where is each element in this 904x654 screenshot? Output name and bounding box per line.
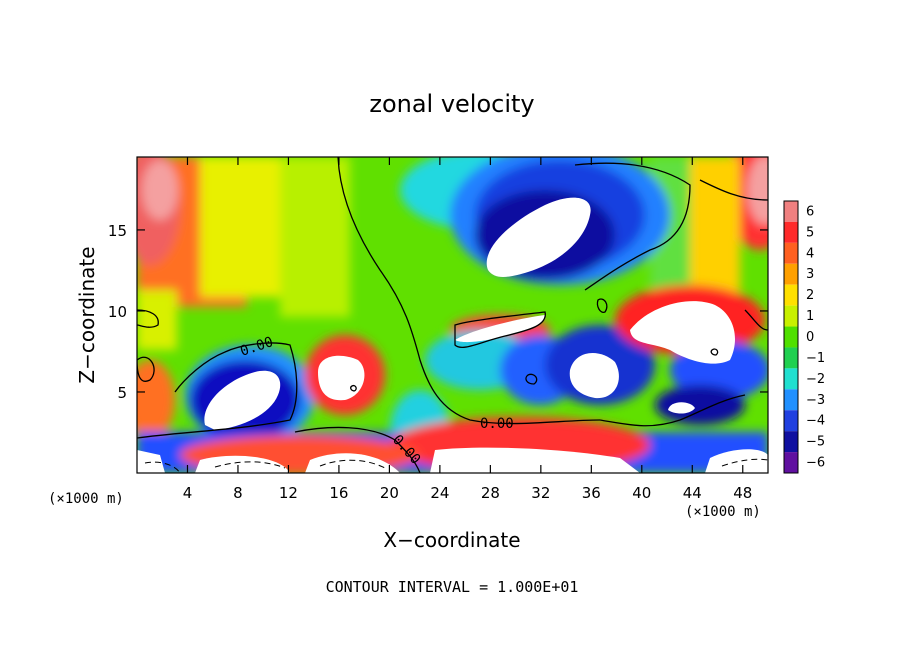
contour-interval-note: CONTOUR INTERVAL = 1.000E+01 — [326, 578, 579, 596]
contour-label: 0.00 — [480, 416, 514, 432]
colorbar-swatch — [784, 452, 798, 473]
colorbar-label: −6 — [806, 456, 825, 471]
colorbar-swatch — [784, 389, 798, 411]
colorbar-label: 6 — [806, 204, 814, 219]
colorbar-swatch — [784, 410, 798, 432]
x-tick-label: 20 — [380, 484, 399, 502]
colorbar-swatch — [784, 368, 798, 390]
x-axis: 4 8 12 16 20 24 28 32 36 40 44 48 — [183, 157, 752, 502]
x-tick-label: 16 — [329, 484, 348, 502]
colorbar-swatch — [784, 263, 798, 285]
colorbar-label: 4 — [806, 246, 814, 261]
x-axis-label: X−coordinate — [383, 528, 520, 552]
x-tick-label: 24 — [430, 484, 449, 502]
colorbar-label: 1 — [806, 309, 814, 324]
colorbar-swatch — [784, 431, 798, 453]
x-tick-label: 28 — [481, 484, 500, 502]
colorbar-swatch — [784, 201, 798, 222]
colorbar-swatch — [784, 284, 798, 306]
y-tick-label: 10 — [108, 303, 127, 321]
colorbar-swatch — [784, 347, 798, 369]
colorbar-label: −2 — [806, 372, 825, 387]
y-axis-label: Z−coordinate — [75, 246, 99, 383]
colorbar-label: −3 — [806, 393, 825, 408]
x-tick-label: 44 — [683, 484, 702, 502]
x-unit-label-right: (×1000 m) — [685, 504, 761, 520]
chart-title: zonal velocity — [369, 90, 534, 118]
y-tick-label: 15 — [108, 222, 127, 240]
colorbar-swatch — [784, 221, 798, 243]
colorbar-swatch — [784, 305, 798, 327]
x-tick-label: 48 — [733, 484, 752, 502]
colorbar-label: 3 — [806, 267, 814, 282]
colorbar-label: 2 — [806, 288, 814, 303]
plot-frame — [136, 156, 769, 474]
plot-area — [137, 157, 768, 473]
colorbar-label: 0 — [806, 330, 814, 345]
colorbar-label: −1 — [806, 351, 825, 366]
y-tick-label: 5 — [117, 384, 127, 402]
y-axis: 5 10 15 — [108, 222, 768, 402]
x-tick-label: 32 — [531, 484, 550, 502]
x-tick-label: 40 — [632, 484, 651, 502]
colorbar-swatch — [784, 326, 798, 348]
x-tick-label: 8 — [233, 484, 243, 502]
colorbar-label: 5 — [806, 225, 814, 240]
colorbar-label: −4 — [806, 414, 825, 429]
colorbar: 6 5 4 3 2 1 0 −1 −2 −3 −4 −5 −6 — [783, 200, 825, 474]
x-unit-label-left: (×1000 m) — [48, 491, 124, 507]
colorbar-swatch — [784, 242, 798, 264]
x-tick-label: 36 — [582, 484, 601, 502]
colorbar-label: −5 — [806, 435, 825, 450]
colorbar-frame — [783, 200, 799, 474]
x-tick-label: 4 — [183, 484, 193, 502]
x-tick-label: 12 — [279, 484, 298, 502]
